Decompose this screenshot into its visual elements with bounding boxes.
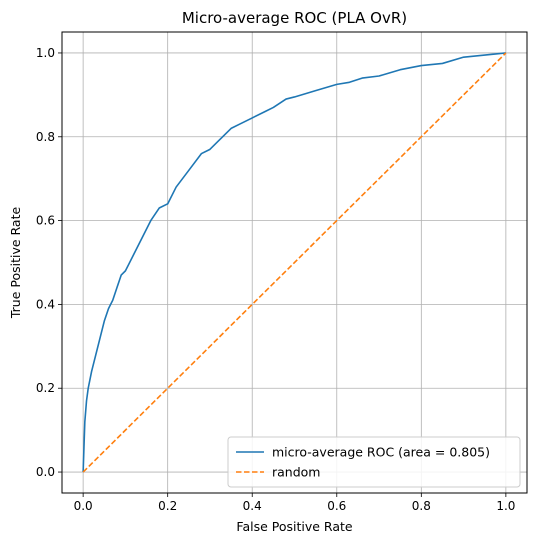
y-axis-label: True Positive Rate [8, 207, 23, 320]
plot-lines [82, 52, 507, 473]
legend: micro-average ROC (area = 0.805) random [227, 436, 521, 488]
x-tick-label: 0.2 [158, 499, 177, 513]
y-tick-label: 0.4 [36, 297, 55, 311]
legend-label-0: micro-average ROC (area = 0.805) [272, 445, 490, 460]
legend-box [227, 436, 521, 488]
y-tick-label: 1.0 [36, 46, 55, 60]
y-tick-label: 0.0 [36, 465, 55, 479]
x-tick-label: 0.0 [74, 499, 93, 513]
series-line-1 [82, 52, 507, 473]
x-tick-label: 1.0 [496, 499, 515, 513]
y-tick-label: 0.8 [36, 130, 55, 144]
x-tick-label: 0.4 [243, 499, 262, 513]
y-tick-label: 0.2 [36, 381, 55, 395]
x-tick-label: 0.8 [412, 499, 431, 513]
x-axis-label: False Positive Rate [236, 519, 352, 534]
ticks: 0.0 0.2 0.4 0.6 0.8 1.0 0.0 0.2 0.4 0.6 0.8 1.0 [36, 46, 516, 513]
y-tick-label: 0.6 [36, 214, 55, 228]
series-line-0 [82, 52, 506, 473]
grid [62, 32, 527, 493]
chart-title: Micro-average ROC (PLA OvR) [182, 9, 407, 27]
x-tick-label: 0.6 [327, 499, 346, 513]
plot-frame [61, 31, 528, 494]
legend-label-1: random [272, 465, 320, 480]
